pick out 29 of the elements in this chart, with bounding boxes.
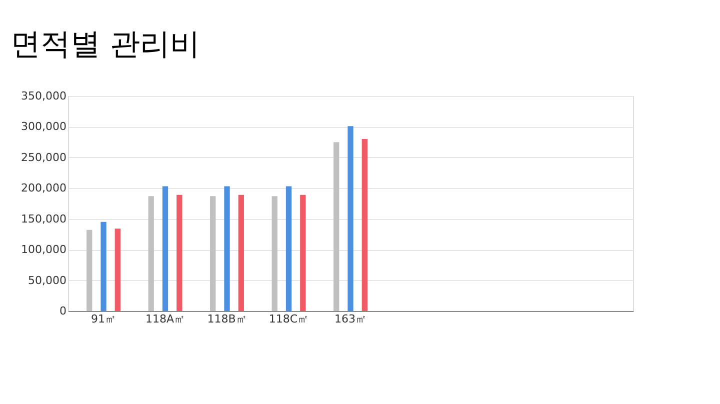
- bar: [114, 228, 120, 311]
- y-tick-label: 350,000: [21, 90, 66, 102]
- chart-title: 면적별 관리비: [10, 27, 200, 62]
- bar: [238, 194, 244, 311]
- y-tick-label: 0: [60, 304, 66, 318]
- x-tick-label: 118B㎡: [207, 312, 247, 326]
- bar: [210, 196, 216, 311]
- bar: [272, 196, 278, 311]
- bar: [334, 142, 340, 311]
- bar: [286, 186, 292, 311]
- bar: [176, 194, 182, 311]
- y-tick-label: 200,000: [21, 182, 66, 195]
- bar: [100, 222, 106, 311]
- bar: [362, 139, 368, 311]
- y-tick-label: 150,000: [21, 212, 66, 226]
- y-tick-label: 100,000: [21, 243, 66, 256]
- bar: [162, 186, 168, 311]
- bar: [300, 194, 306, 311]
- bar: [86, 230, 92, 311]
- y-tick-label: 250,000: [21, 150, 66, 164]
- y-tick-label: 50,000: [28, 274, 66, 287]
- x-tick-label: 91㎡: [91, 312, 116, 326]
- x-tick-label: 163㎡: [334, 312, 366, 326]
- x-tick-label: 118A㎡: [145, 312, 186, 326]
- bar: [148, 196, 154, 311]
- x-tick-label: 118C㎡: [268, 312, 309, 326]
- bar: [348, 126, 354, 311]
- y-tick-label: 300,000: [21, 120, 66, 134]
- bar: [224, 186, 230, 311]
